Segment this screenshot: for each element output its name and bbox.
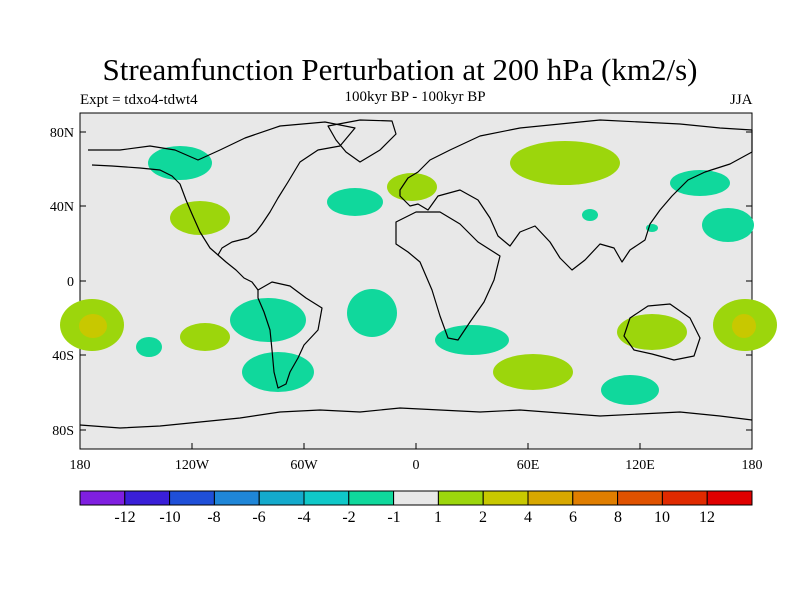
colorbar-box (617, 490, 663, 506)
contour-neg-nw-pacific-east (702, 208, 754, 242)
contour-core-e-edge (732, 314, 756, 338)
colorbar-label: 10 (654, 509, 670, 526)
colorbar-box (79, 490, 126, 506)
colorbar-box (661, 490, 708, 506)
colorbar-label: -6 (252, 509, 265, 526)
x-tick-label: 120W (175, 458, 210, 473)
y-tick-label: 80S (52, 424, 74, 439)
season-label: JJA (730, 92, 753, 108)
colorbar-box (482, 490, 529, 506)
contour-neg-se-pacific (230, 298, 306, 342)
y-tick-label: 40S (52, 349, 74, 364)
x-tick-label: 60E (517, 458, 540, 473)
axis-ticks (79, 131, 753, 449)
contour-pos-s-pacific (180, 323, 230, 351)
colorbar-box (124, 490, 171, 506)
map-title: Streamfunction Perturbation at 200 hPa (… (102, 52, 698, 87)
colorbar-box (258, 490, 305, 506)
x-tick-label: 0 (413, 458, 420, 473)
colorbar-label: 2 (479, 509, 487, 526)
colorbar-box (572, 490, 619, 506)
experiment-label: Expt = tdxo4-tdwt4 (80, 92, 198, 108)
contour-core-w-edge (79, 314, 107, 338)
contour-neg-s-indian (601, 375, 659, 405)
contour-neg-asia-small (582, 209, 598, 221)
contour-neg-s-atlantic (347, 289, 397, 337)
colorbar (79, 490, 753, 506)
coastline-north-america (88, 121, 356, 256)
coastline-central-america (217, 254, 259, 291)
colorbar-label: 1 (434, 509, 442, 526)
x-tick-label: 180 (70, 458, 91, 473)
contour-pos-n-america (170, 201, 230, 235)
coastline-south-america (257, 281, 323, 389)
contour-pos-australia (617, 314, 687, 350)
colorbar-label: 12 (699, 509, 715, 526)
colorbar-label: -8 (207, 509, 220, 526)
coastline-africa (395, 211, 501, 341)
y-tick-label: 40N (50, 200, 74, 215)
colorbar-box (169, 490, 215, 506)
colorbar-box (303, 490, 350, 506)
contour-neg-n-atlantic (327, 188, 383, 216)
y-tick-label: 80N (50, 126, 74, 141)
coastline-antarctica (79, 407, 753, 429)
contour-neg-nw-america (148, 146, 212, 180)
colorbar-label: 6 (569, 509, 577, 526)
contour-pos-europe (387, 173, 437, 201)
colorbar-box (213, 490, 260, 506)
contour-neg-s-pacific (136, 337, 162, 357)
colorbar-labels: -12 -10 -8 -6 -4 -2 -1 1 2 4 6 8 10 12 (114, 509, 715, 526)
coastlines (79, 119, 753, 429)
colorbar-box (348, 490, 395, 506)
colorbar-label: 8 (614, 509, 622, 526)
x-tick-label: 60W (290, 458, 318, 473)
contour-pos-s-indian (493, 354, 573, 390)
colorbar-box (393, 490, 439, 506)
period-label: 100kyr BP - 100kyr BP (344, 89, 486, 105)
colorbar-label: -1 (387, 509, 400, 526)
colorbar-box (437, 490, 484, 506)
x-tick-labels: 180 120W 60W 0 60E 120E 180 (70, 458, 763, 473)
colorbar-label: -10 (159, 509, 180, 526)
colorbar-box (706, 490, 753, 506)
contour-pos-siberia (510, 141, 620, 185)
coastline-greenland (327, 119, 397, 163)
y-tick-labels: 80N 40N 0 40S 80S (50, 126, 74, 439)
x-tick-label: 120E (625, 458, 655, 473)
colorbar-label: -4 (297, 509, 310, 526)
colorbar-label: 4 (524, 509, 532, 526)
colorbar-label: -12 (114, 509, 135, 526)
contour-neg-w-pacific (670, 170, 730, 196)
coastline-australia (623, 303, 701, 361)
y-tick-label: 0 (67, 275, 74, 290)
colorbar-label: -2 (342, 509, 355, 526)
colorbar-box (527, 490, 574, 506)
x-tick-label: 180 (742, 458, 763, 473)
coastline-eurasia (399, 119, 753, 271)
contour-neg-s-africa (435, 325, 509, 355)
